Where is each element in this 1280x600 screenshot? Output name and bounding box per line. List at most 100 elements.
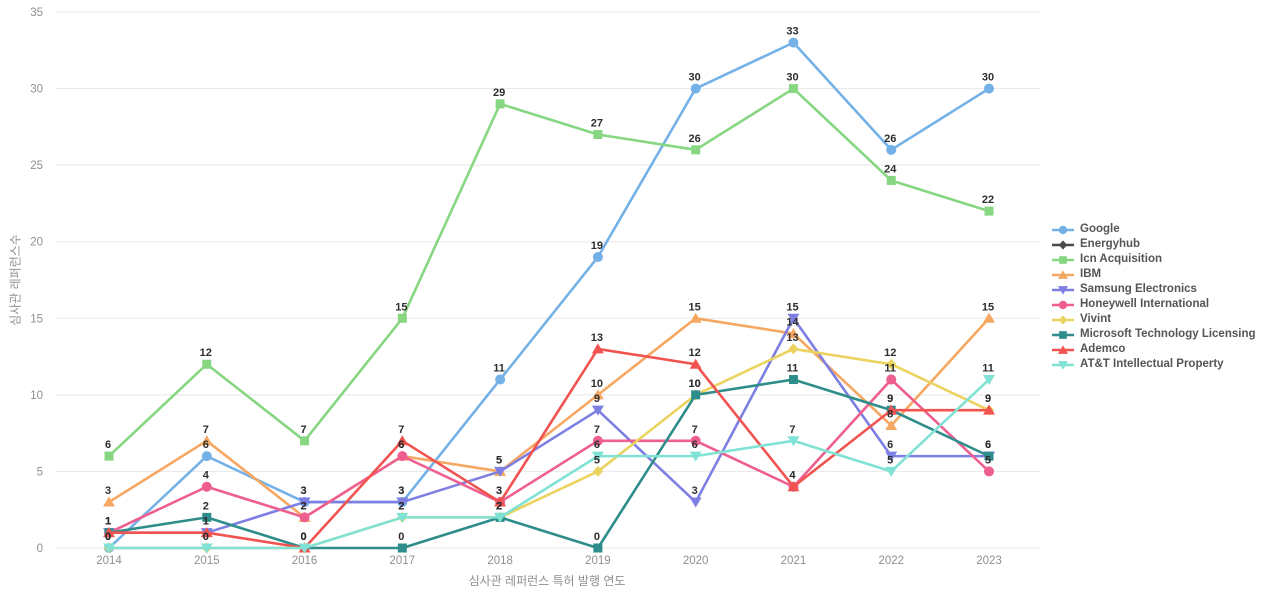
data-label: 11 [884, 363, 896, 375]
data-point [885, 451, 898, 462]
data-label: 26 [884, 133, 896, 145]
series-line [109, 316, 990, 534]
data-label: 0 [105, 531, 111, 543]
data-label: 6 [887, 439, 893, 451]
data-label: 0 [105, 531, 111, 543]
data-point [396, 512, 409, 523]
legend-item-label: Microsoft Technology Licensing [1080, 328, 1256, 340]
data-label: 0 [300, 531, 306, 543]
data-label: 3 [496, 485, 502, 497]
legend-item-ibm[interactable]: IBM [1051, 267, 1256, 282]
legend-marker-icon [1052, 239, 1074, 250]
data-point [495, 99, 505, 109]
data-label: 4 [789, 470, 796, 482]
data-label: 5 [594, 454, 600, 466]
data-label: 3 [398, 485, 404, 497]
x-tick-label: 2017 [390, 555, 416, 567]
data-point [885, 419, 898, 430]
data-point [788, 343, 799, 355]
legend-item-label: IBM [1080, 268, 1102, 280]
data-point [494, 496, 507, 507]
data-label: 3 [300, 485, 306, 497]
legend-item-ademco[interactable]: Ademco [1051, 342, 1256, 357]
data-point [983, 404, 996, 415]
data-label: 26 [689, 133, 701, 145]
legend-marker-icon [1052, 314, 1074, 325]
data-point [396, 497, 409, 508]
data-label: 15 [395, 301, 407, 313]
data-label: 0 [105, 531, 111, 543]
data-point [494, 466, 507, 477]
data-point [298, 543, 311, 554]
legend-item-label: Energyhub [1080, 238, 1141, 250]
data-point [495, 374, 506, 385]
legend-item-honeywell-international[interactable]: Honeywell International [1051, 297, 1256, 312]
x-tick-label: 2019 [585, 555, 611, 567]
data-point [787, 436, 800, 447]
data-label: 0 [594, 531, 600, 543]
data-point [202, 359, 212, 369]
data-point [591, 389, 604, 400]
value-labels: 063 3111930332630612715292726302422372651… [105, 26, 994, 543]
series-ademco [103, 343, 996, 553]
x-axis-ticks: 2014 2015 2016 2017 2018 2019 2020 2021 2022 2023 [96, 555, 1002, 567]
data-label: 12 [689, 347, 701, 359]
data-point [592, 465, 603, 477]
data-label: 7 [594, 424, 600, 436]
data-label: 7 [692, 424, 698, 436]
legend-marker-icon [1052, 360, 1074, 370]
series-google [104, 37, 995, 553]
data-label: 9 [985, 393, 991, 405]
data-label: 1 [105, 516, 111, 528]
series-honeywell-international [104, 374, 995, 538]
data-label: 2 [496, 500, 502, 512]
data-point [689, 497, 702, 508]
legend-item-energyhub[interactable]: Energyhub [1051, 237, 1256, 252]
data-point [397, 543, 407, 553]
legend-item-microsoft-technology-licensing[interactable]: Microsoft Technology Licensing [1051, 327, 1256, 342]
legend-item-samsung-electronics[interactable]: Samsung Electronics [1051, 282, 1256, 297]
data-point [885, 466, 898, 477]
data-label: 6 [398, 439, 404, 451]
series-line [108, 87, 990, 458]
data-label: 8 [887, 408, 893, 420]
x-tick-label: 2020 [683, 555, 709, 567]
data-label: 3 [398, 485, 404, 497]
data-point [788, 84, 798, 94]
data-point [690, 435, 701, 446]
data-label: 5 [887, 454, 893, 466]
data-point [984, 83, 995, 94]
data-point [396, 435, 409, 446]
data-label: 24 [884, 163, 897, 175]
y-tick-label: 15 [30, 313, 43, 325]
data-point [984, 451, 994, 461]
data-label: 1 [105, 516, 111, 528]
data-point [103, 527, 115, 538]
legend-item-at-t-intellectual-property[interactable]: AT&T Intellectual Property [1051, 357, 1256, 372]
data-label: 11 [982, 363, 994, 375]
legend-item-icn-acquisition[interactable]: Icn Acquisition [1051, 252, 1256, 267]
data-label: 2 [496, 500, 502, 512]
data-label: 11 [787, 363, 799, 375]
data-point [689, 358, 702, 369]
series-line [109, 347, 990, 550]
data-label: 15 [982, 301, 994, 313]
legend-item-google[interactable]: Google [1051, 222, 1256, 237]
data-point [885, 404, 898, 415]
legend-item-vivint[interactable]: Vivint [1051, 312, 1256, 327]
data-label: 15 [689, 301, 701, 313]
data-point [983, 312, 996, 323]
series-line [108, 378, 990, 550]
data-label: 6 [985, 439, 991, 451]
data-label: 27 [591, 118, 603, 130]
data-label: 10 [689, 378, 701, 390]
data-label: 6 [398, 439, 404, 451]
data-label: 7 [300, 424, 306, 436]
series-ibm [103, 312, 996, 522]
data-label: 33 [786, 26, 798, 38]
series-icn-acquisition [104, 84, 994, 461]
data-label: 1 [105, 516, 111, 528]
legend-item-label: Samsung Electronics [1080, 283, 1197, 295]
